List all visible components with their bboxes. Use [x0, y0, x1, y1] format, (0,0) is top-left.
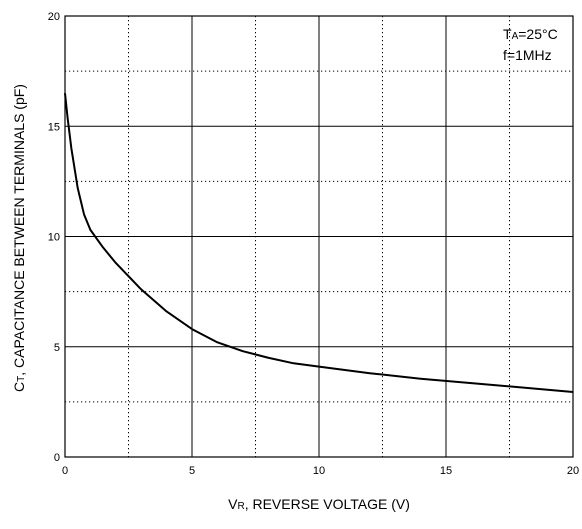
y-tick-label: 5 [54, 342, 60, 354]
annotation-temperature: TA=25°C [503, 26, 558, 42]
major-grid [65, 16, 573, 457]
y-axis-label-sub: T [16, 376, 27, 382]
x-axis-label-main: V [228, 496, 238, 512]
y-axis-label-rest: , CAPACITANCE BETWEEN TERMINALS (pF) [11, 84, 27, 376]
x-axis-label-sub: R [237, 501, 244, 512]
x-tick-label: 0 [62, 465, 68, 477]
y-axis-label: CT, CAPACITANCE BETWEEN TERMINALS (pF) [11, 84, 27, 392]
x-tick-labels: 0 5 10 15 20 [62, 465, 579, 477]
y-tick-label: 10 [48, 232, 60, 244]
x-axis-label-rest: , REVERSE VOLTAGE (V) [245, 496, 410, 512]
y-tick-label: 0 [54, 452, 60, 464]
x-tick-label: 10 [313, 465, 325, 477]
y-tick-label: 15 [48, 121, 60, 133]
x-tick-label: 20 [567, 465, 579, 477]
annotation-temperature-main: T [503, 26, 512, 42]
y-tick-labels: 0 5 10 15 20 [48, 11, 60, 464]
annotation-temperature-rest: =25°C [518, 26, 557, 42]
annotation-frequency-main: f=1MHz [503, 47, 552, 63]
x-axis-label: VR, REVERSE VOLTAGE (V) [228, 496, 410, 512]
x-tick-label: 15 [440, 465, 452, 477]
annotation-frequency: f=1MHz [503, 47, 552, 63]
plot-frame [64, 15, 574, 458]
y-tick-label: 20 [48, 11, 60, 23]
annotation-temperature-sub: A [512, 31, 519, 42]
y-axis-label-main: C [11, 382, 27, 392]
capacitance-curve [64, 93, 574, 393]
x-tick-label: 5 [189, 465, 195, 477]
